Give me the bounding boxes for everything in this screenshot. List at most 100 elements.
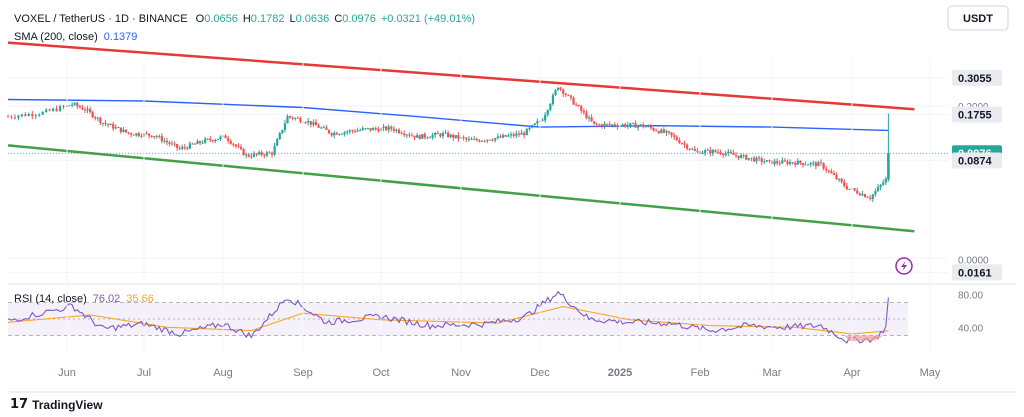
- candle[interactable]: [186, 146, 189, 151]
- candle[interactable]: [304, 121, 307, 124]
- candle[interactable]: [255, 153, 258, 157]
- candle[interactable]: [99, 116, 102, 125]
- candle[interactable]: [17, 114, 20, 121]
- candle[interactable]: [693, 146, 696, 152]
- candle[interactable]: [752, 155, 756, 163]
- candle[interactable]: [742, 154, 745, 159]
- bolt-icon[interactable]: [895, 257, 913, 275]
- candle[interactable]: [629, 123, 632, 128]
- candle[interactable]: [776, 158, 779, 166]
- candle[interactable]: [45, 108, 48, 113]
- candle[interactable]: [258, 150, 261, 156]
- candle[interactable]: [491, 138, 494, 142]
- candle[interactable]: [722, 153, 725, 158]
- candle[interactable]: [678, 137, 681, 144]
- candle[interactable]: [701, 150, 704, 155]
- candle[interactable]: [763, 158, 766, 164]
- time-axis[interactable]: Jun Jul Aug Sep Oct Nov Dec 2025 Feb Mar Apr May: [58, 60, 941, 379]
- candle[interactable]: [188, 141, 191, 150]
- candle[interactable]: [198, 140, 202, 146]
- candle[interactable]: [531, 124, 534, 129]
- candle[interactable]: [812, 160, 815, 167]
- candle[interactable]: [135, 133, 138, 137]
- candle[interactable]: [727, 149, 730, 157]
- candle[interactable]: [170, 140, 174, 146]
- candle[interactable]: [486, 139, 489, 144]
- candle[interactable]: [783, 157, 787, 162]
- candle[interactable]: [457, 132, 460, 142]
- candle[interactable]: [89, 106, 92, 114]
- candle[interactable]: [216, 139, 220, 141]
- candle[interactable]: [34, 113, 37, 120]
- candle[interactable]: [631, 122, 635, 124]
- candle[interactable]: [327, 129, 331, 135]
- candle[interactable]: [724, 150, 727, 157]
- candle[interactable]: [595, 122, 598, 128]
- candle[interactable]: [291, 116, 294, 121]
- candle[interactable]: [882, 179, 885, 186]
- candle[interactable]: [608, 121, 611, 127]
- candle[interactable]: [286, 114, 289, 124]
- candle[interactable]: [480, 140, 484, 142]
- candle[interactable]: [385, 125, 388, 132]
- candle[interactable]: [719, 149, 722, 156]
- candle[interactable]: [475, 137, 478, 142]
- candle[interactable]: [104, 120, 107, 126]
- candle[interactable]: [716, 148, 720, 154]
- candle[interactable]: [112, 121, 115, 131]
- candle[interactable]: [283, 120, 287, 133]
- candle[interactable]: [593, 121, 596, 125]
- candle[interactable]: [634, 120, 637, 128]
- candle[interactable]: [106, 123, 110, 128]
- candle[interactable]: [533, 123, 536, 126]
- candle[interactable]: [822, 162, 825, 171]
- candle[interactable]: [575, 102, 578, 107]
- candle[interactable]: [613, 122, 616, 128]
- candle[interactable]: [845, 183, 848, 191]
- candle[interactable]: [346, 129, 349, 136]
- candle[interactable]: [307, 117, 310, 126]
- candle[interactable]: [132, 134, 135, 136]
- candle[interactable]: [214, 138, 217, 143]
- candle[interactable]: [520, 129, 523, 135]
- candle[interactable]: [392, 126, 396, 133]
- candle[interactable]: [817, 160, 820, 167]
- candle[interactable]: [478, 139, 481, 143]
- candle[interactable]: [201, 140, 204, 144]
- candle[interactable]: [252, 151, 256, 158]
- candle[interactable]: [837, 178, 841, 183]
- candle[interactable]: [667, 130, 671, 135]
- candle[interactable]: [528, 126, 531, 132]
- candle[interactable]: [704, 148, 707, 156]
- candle[interactable]: [652, 127, 655, 132]
- candle[interactable]: [441, 131, 445, 139]
- candle[interactable]: [517, 130, 521, 138]
- candle[interactable]: [655, 128, 658, 132]
- candle[interactable]: [382, 123, 385, 131]
- candle[interactable]: [473, 135, 476, 141]
- candle[interactable]: [265, 150, 268, 158]
- candle[interactable]: [603, 121, 606, 129]
- candle[interactable]: [71, 102, 74, 108]
- candle[interactable]: [260, 150, 263, 157]
- candle[interactable]: [206, 138, 209, 140]
- candle[interactable]: [209, 135, 212, 143]
- candle[interactable]: [127, 132, 130, 135]
- candle[interactable]: [600, 123, 604, 129]
- candle[interactable]: [314, 119, 318, 126]
- candle[interactable]: [799, 160, 802, 165]
- candle[interactable]: [273, 142, 276, 157]
- candle[interactable]: [483, 139, 486, 143]
- candle[interactable]: [193, 142, 197, 145]
- candle[interactable]: [173, 141, 176, 147]
- candle[interactable]: [706, 148, 709, 151]
- candle[interactable]: [48, 108, 51, 112]
- candle[interactable]: [147, 133, 151, 139]
- candle[interactable]: [446, 130, 450, 138]
- candle[interactable]: [27, 112, 30, 117]
- candle[interactable]: [582, 108, 585, 115]
- candle[interactable]: [515, 130, 518, 139]
- candle[interactable]: [670, 132, 673, 139]
- price-axis[interactable]: 0.30550.20000.17550.09760.08740.01610.00…: [952, 69, 1002, 281]
